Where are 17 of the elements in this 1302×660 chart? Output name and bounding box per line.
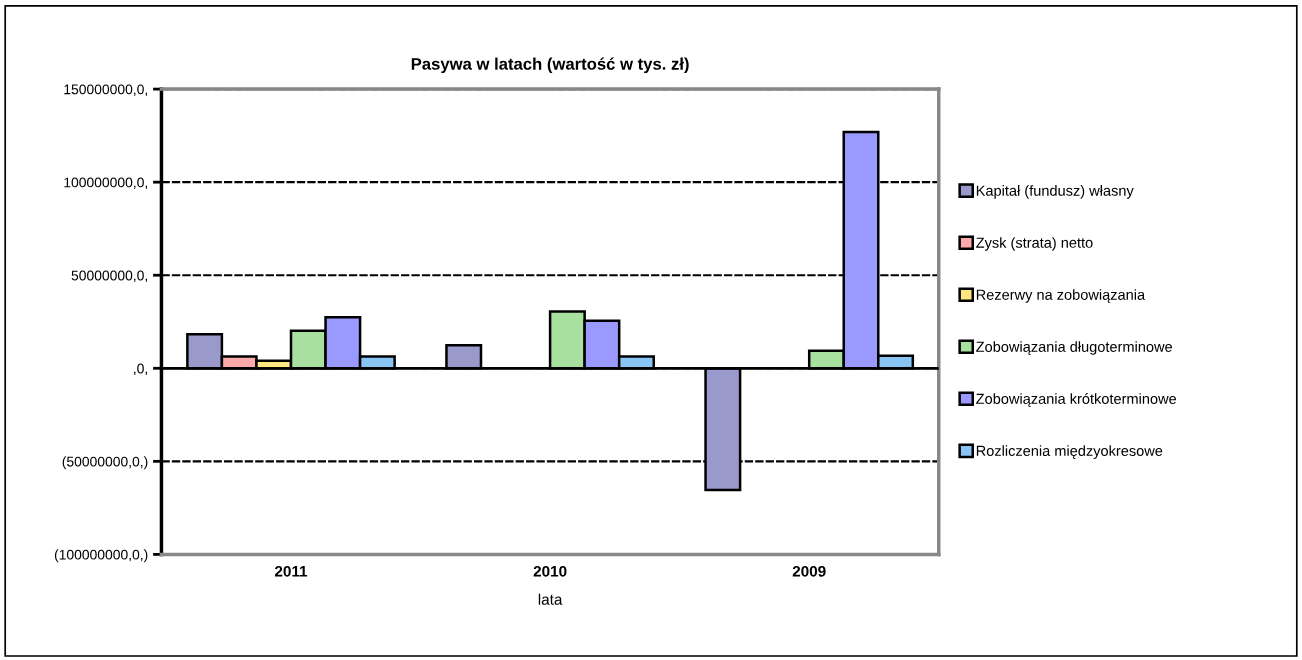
legend-label: Kapitał (fundusz) własny (976, 185, 1134, 199)
y-tick-label: 100000000,0, (64, 177, 148, 189)
x-tick-label: 2009 (792, 565, 826, 577)
legend-label: Zobowiązania krótkoterminowe (976, 393, 1177, 407)
y-tick-label: 150000000,0, (64, 84, 148, 96)
legend-label: Zysk (strata) netto (976, 237, 1093, 251)
y-tick-label: 50000000,0, (71, 270, 148, 283)
y-tick-label: ,0, (134, 363, 148, 376)
y-tick-label: (100000000,0,) (54, 549, 148, 563)
legend-label: Rozliczenia międzyokresowe (976, 445, 1163, 459)
x-tick-label: 2011 (274, 565, 308, 577)
chart-title: Pasywa w latach (wartość w tys. zł) (411, 57, 689, 74)
x-tick-label: 2010 (533, 565, 567, 577)
x-axis-title: lata (538, 593, 563, 605)
y-tick-label: (50000000,0,) (62, 456, 148, 470)
legend-label: Zobowiązania długoterminowe (976, 341, 1173, 355)
legend-label: Rezerwy na zobowiązania (976, 289, 1146, 303)
